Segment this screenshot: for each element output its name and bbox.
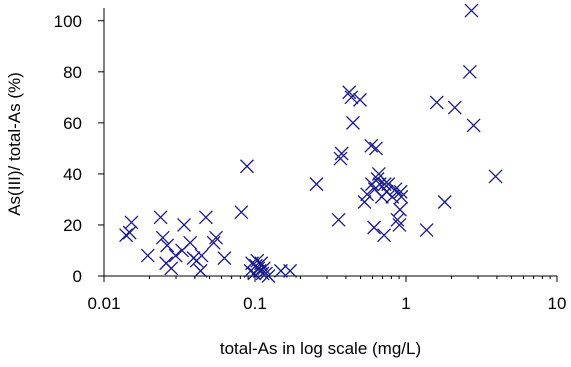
x-tick-label: 0.01 xyxy=(87,294,120,313)
y-tick-label: 100 xyxy=(54,12,82,31)
data-point xyxy=(178,218,191,231)
data-point xyxy=(120,229,133,242)
y-tick-label: 60 xyxy=(63,114,82,133)
data-point xyxy=(169,249,182,262)
data-point xyxy=(420,224,433,237)
data-point xyxy=(161,239,174,252)
data-point xyxy=(448,101,461,114)
data-point xyxy=(354,93,367,106)
data-point xyxy=(210,231,223,244)
data-point xyxy=(391,213,404,226)
x-tick-label: 1 xyxy=(401,294,410,313)
data-point xyxy=(382,178,395,191)
data-point xyxy=(194,264,207,277)
x-tick-label: 10 xyxy=(548,294,567,313)
data-point xyxy=(463,65,476,78)
data-point xyxy=(489,170,502,183)
y-axis-title: As(III)/ total-As (%) xyxy=(5,72,24,216)
y-tick-label: 80 xyxy=(63,63,82,82)
data-point xyxy=(430,96,443,109)
data-point xyxy=(345,91,358,104)
data-point xyxy=(218,252,231,265)
data-point xyxy=(240,160,253,173)
y-tick-label: 40 xyxy=(63,165,82,184)
data-point xyxy=(199,211,212,224)
data-point xyxy=(310,178,323,191)
data-point xyxy=(467,119,480,132)
data-point xyxy=(154,211,167,224)
data-point xyxy=(394,203,407,216)
data-point xyxy=(393,218,406,231)
x-axis-title: total-As in log scale (mg/L) xyxy=(220,339,421,358)
data-point xyxy=(365,139,378,152)
data-point xyxy=(156,231,169,244)
data-point xyxy=(284,264,297,277)
data-point xyxy=(141,249,154,262)
data-point xyxy=(465,4,478,17)
data-points xyxy=(120,4,502,282)
data-point xyxy=(370,142,383,155)
data-point xyxy=(368,221,381,234)
data-point xyxy=(165,262,178,275)
data-point xyxy=(235,206,248,219)
data-point xyxy=(438,195,451,208)
x-axis-ticks: 0.01 0.1 1 10 xyxy=(87,276,566,313)
x-tick-label: 0.1 xyxy=(243,294,267,313)
data-point xyxy=(184,236,197,249)
data-point xyxy=(343,86,356,99)
y-axis-ticks: 0 20 40 60 80 100 xyxy=(54,12,104,286)
data-point xyxy=(332,213,345,226)
y-tick-label: 0 xyxy=(73,267,82,286)
data-point xyxy=(125,216,138,229)
y-tick-label: 20 xyxy=(63,216,82,235)
data-point xyxy=(346,116,359,129)
data-point xyxy=(378,229,391,242)
data-point xyxy=(207,236,220,249)
